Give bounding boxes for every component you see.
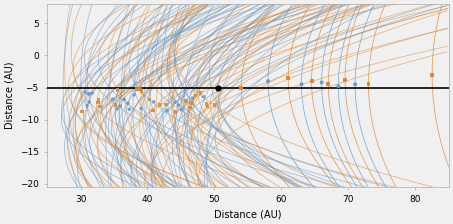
Point <box>83 104 91 108</box>
Point <box>308 79 315 83</box>
Point <box>116 104 124 108</box>
Point <box>174 103 182 107</box>
Point <box>124 101 131 105</box>
Point <box>114 88 121 92</box>
Point <box>135 88 142 91</box>
Point <box>130 93 138 97</box>
Point <box>163 103 170 106</box>
Point <box>192 94 199 97</box>
Point <box>188 101 195 105</box>
Point <box>189 96 196 100</box>
Point <box>114 107 121 111</box>
Point <box>238 86 245 89</box>
Point <box>137 86 144 90</box>
Point <box>163 109 170 112</box>
Point <box>182 99 189 103</box>
Point <box>186 106 193 109</box>
Point <box>342 78 349 82</box>
Point <box>318 81 325 84</box>
Point <box>86 92 93 96</box>
Point <box>78 110 86 113</box>
Point <box>352 82 359 86</box>
Point <box>172 110 179 114</box>
Point <box>89 91 96 95</box>
Point <box>211 103 218 107</box>
Point <box>298 82 305 86</box>
Point <box>429 73 436 77</box>
Point <box>125 108 133 111</box>
Point <box>335 84 342 88</box>
Point <box>284 76 292 80</box>
Y-axis label: Distance (AU): Distance (AU) <box>4 62 14 129</box>
Point <box>138 107 145 110</box>
Point <box>156 103 163 107</box>
Point <box>150 100 157 104</box>
X-axis label: Distance (AU): Distance (AU) <box>214 210 282 220</box>
Point <box>197 91 204 95</box>
Point <box>82 90 89 94</box>
Point <box>86 100 93 104</box>
Point <box>85 92 92 96</box>
Point <box>178 108 185 111</box>
Point <box>146 98 153 101</box>
Point <box>94 101 101 104</box>
Point <box>171 101 178 104</box>
Point <box>265 79 272 83</box>
Point <box>365 82 372 86</box>
Point <box>96 105 104 108</box>
Point <box>325 82 332 86</box>
Point <box>214 86 222 89</box>
Point <box>138 89 145 93</box>
Point <box>204 105 211 108</box>
Point <box>109 97 116 101</box>
Point <box>120 97 128 101</box>
Point <box>112 103 119 107</box>
Point <box>203 102 210 106</box>
Point <box>95 98 102 102</box>
Point <box>133 87 140 91</box>
Point <box>200 95 207 99</box>
Point <box>149 108 157 112</box>
